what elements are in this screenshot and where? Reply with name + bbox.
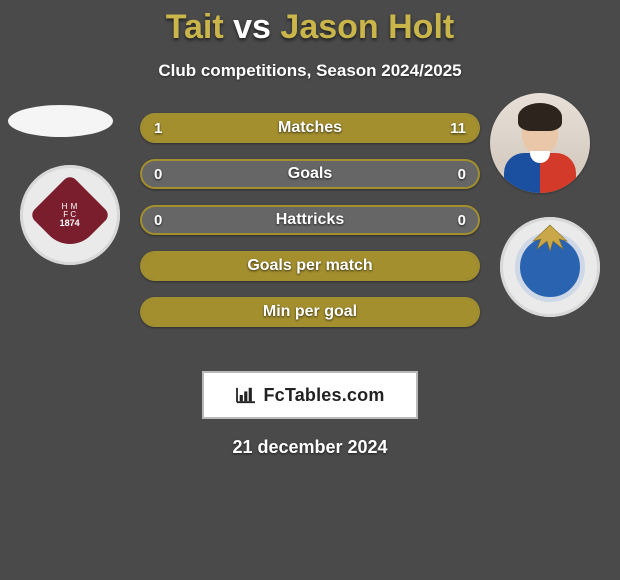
vs-word: vs xyxy=(233,8,271,46)
player-right-name: Jason Holt xyxy=(280,8,454,46)
watermark: FcTables.com xyxy=(202,371,418,419)
club-left-badge: H M F C 1874 xyxy=(20,165,120,265)
subtitle: Club competitions, Season 2024/2025 xyxy=(0,61,620,81)
stat-value-left: 1 xyxy=(154,120,162,137)
stat-bar: Goals per match xyxy=(140,251,480,281)
club-left-year: 1874 xyxy=(60,219,80,228)
stat-bar: 111Matches xyxy=(140,113,480,143)
stjohnstone-badge-icon xyxy=(515,232,585,302)
player-left-avatar xyxy=(8,105,113,137)
club-right-badge xyxy=(500,217,600,317)
stat-bar: 0 0 Goals xyxy=(140,159,480,189)
stat-bars: 111Matches00Goals00HattricksGoals per ma… xyxy=(140,113,480,343)
stat-label: Min per goal xyxy=(263,303,357,321)
stat-label: Matches xyxy=(278,119,342,137)
stat-value-right: 0 xyxy=(458,166,466,183)
stat-value-right: 11 xyxy=(450,120,466,137)
stat-label: Goals per match xyxy=(247,257,372,275)
stat-bar: Min per goal xyxy=(140,297,480,327)
hearts-shield-icon: H M F C 1874 xyxy=(29,174,111,256)
stat-value-left: 0 xyxy=(154,212,162,229)
stat-value-left: 0 xyxy=(154,166,162,183)
player-left-name: Tait xyxy=(166,8,224,46)
snapshot-date: 21 december 2024 xyxy=(0,437,620,458)
comparison-title: Tait vs Jason Holt xyxy=(0,0,620,47)
stat-value-right: 0 xyxy=(458,212,466,229)
comparison-chart: H M F C 1874 111Matches00Goals00Hattrick… xyxy=(0,113,620,363)
player-right-avatar xyxy=(490,93,590,193)
bar-chart-icon xyxy=(235,386,257,404)
watermark-text: FcTables.com xyxy=(263,385,384,406)
stat-bar: 0 0 Hattricks xyxy=(140,205,480,235)
stat-label: Hattricks xyxy=(276,211,344,229)
stat-label: Goals xyxy=(288,165,332,183)
